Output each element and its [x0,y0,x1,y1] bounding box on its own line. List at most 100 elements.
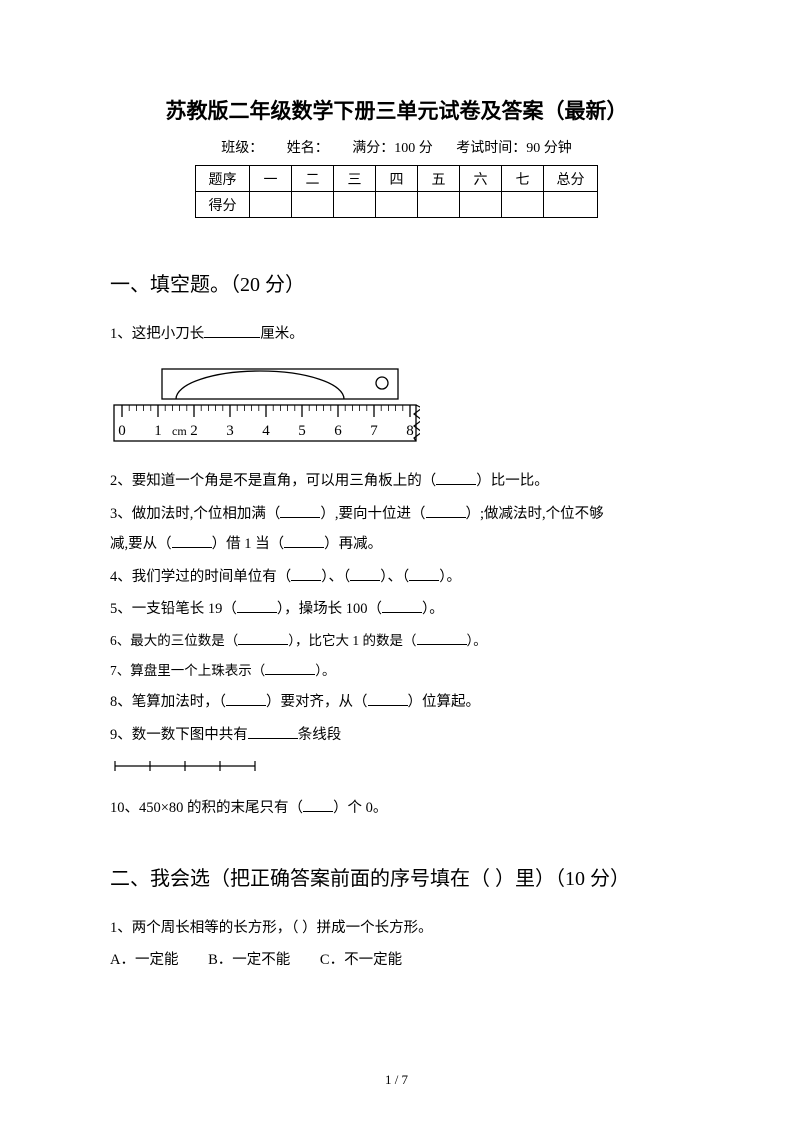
cell: 四 [376,166,418,192]
s2q1: 1、两个周长相等的长方形，（ ）拼成一个长方形。 [110,913,683,943]
text: 6、最大的三位数是（ [110,633,238,648]
name-label: 姓名： [287,137,329,157]
q2: 2、要知道一个角是不是直角，可以用三角板上的（ ）比一比。 [110,466,683,496]
cell [460,192,502,218]
score-table: 题序 一 二 三 四 五 六 七 总分 得分 [195,165,598,218]
section2-heading: 二、我会选（把正确答案前面的序号填在（ ）里）（10 分） [110,862,683,891]
option-a: A．一定能 [110,945,178,975]
text: ）、（ [321,569,350,585]
text: 条线段 [298,727,342,743]
blank [426,503,466,518]
text: 9、数一数下图中共有 [110,727,248,743]
q8: 8、笔算加法时，（ ）要对齐，从（ ）位算起。 [110,687,683,717]
blank [284,534,324,549]
q1-unit: 厘米。 [260,326,304,342]
meta-row: 班级： 姓名： 满分：100 分 考试时间：90 分钟 [110,137,683,157]
text: ）。 [467,633,487,648]
text: ）、（ [380,569,409,585]
option-c: C．不一定能 [320,945,402,975]
ruler-icon: 01cm2345678 [110,357,420,447]
q1-text: 1、这把小刀长 [110,326,204,342]
cell: 一 [250,166,292,192]
blank [204,324,260,339]
text: ）。 [315,663,335,678]
svg-text:5: 5 [298,423,306,439]
text: ），操场长 100（ [277,601,382,617]
text: ）位算起。 [408,694,481,710]
cell: 总分 [544,166,598,192]
cell [502,192,544,218]
text: ）。 [439,569,461,585]
ruler-figure: 01cm2345678 [110,357,683,452]
svg-text:8: 8 [406,423,414,439]
text: ）要对齐，从（ [266,694,368,710]
q4: 4、我们学过的时间单位有（ ）、（ ）、（ ）。 [110,562,683,592]
svg-text:cm: cm [172,424,187,438]
section1-heading: 一、填空题。（20 分） [110,268,683,297]
text: ）再减。 [324,536,382,552]
blank [382,599,422,614]
svg-text:3: 3 [226,423,234,439]
cell: 三 [334,166,376,192]
blank [248,724,298,739]
blank [291,566,321,581]
text: ）,要向十位进（ [320,506,425,522]
text: ）。 [422,601,444,617]
text: ）借 1 当（ [212,536,285,552]
blank [409,566,439,581]
duration: 考试时间：90 分钟 [456,137,572,157]
q7: 7、算盘里一个上珠表示（ ）。 [110,657,683,685]
blank [303,798,333,813]
blank [417,631,467,645]
text: 5、一支铅笔长 19（ [110,601,237,617]
cell [418,192,460,218]
blank [280,503,320,518]
cell: 五 [418,166,460,192]
svg-text:0: 0 [118,423,126,439]
text: 10、450×80 的积的末尾只有（ [110,800,303,816]
text: 4、我们学过的时间单位有（ [110,569,291,585]
full-score: 满分：100 分 [352,137,433,157]
cell [292,192,334,218]
page-footer: 1 / 7 [0,1072,793,1088]
cell: 得分 [196,192,250,218]
text: 7、算盘里一个上珠表示（ [110,663,265,678]
svg-text:4: 4 [262,423,270,439]
text: 2、要知道一个角是不是直角，可以用三角板上的（ [110,473,436,489]
cell: 二 [292,166,334,192]
table-row: 得分 [196,192,598,218]
q9: 9、数一数下图中共有 条线段 [110,720,683,750]
cell [376,192,418,218]
svg-text:1: 1 [154,423,162,439]
text: ）比一比。 [476,473,549,489]
blank [265,661,315,675]
cell: 六 [460,166,502,192]
cell [334,192,376,218]
table-row: 题序 一 二 三 四 五 六 七 总分 [196,166,598,192]
blank [238,631,288,645]
blank [436,471,476,486]
svg-text:2: 2 [190,423,198,439]
text: 3、做加法时,个位相加满（ [110,506,280,522]
text: ），比它大 1 的数是（ [288,633,416,648]
text: ）个 0。 [333,800,387,816]
svg-text:6: 6 [334,423,342,439]
blank [226,692,266,707]
cell [250,192,292,218]
option-b: B．一定不能 [208,945,290,975]
blank [172,534,212,549]
s2q1-options: A．一定能 B．一定不能 C．不一定能 [110,945,683,975]
blank [350,566,380,581]
segment-icon [110,756,260,776]
q6: 6、最大的三位数是（ ），比它大 1 的数是（ ）。 [110,627,683,655]
q3: 3、做加法时,个位相加满（ ）,要向十位进（ ）;做减法时,个位不够 减,要从（ ）借… [110,499,683,560]
text: ）;做减法时,个位不够 [466,506,604,522]
blank [237,599,277,614]
class-label: 班级： [221,137,263,157]
blank [368,692,408,707]
cell [544,192,598,218]
q10: 10、450×80 的积的末尾只有（ ）个 0。 [110,793,683,823]
text: 减,要从（ [110,536,172,552]
q1: 1、这把小刀长 厘米。 [110,319,683,349]
text: 8、笔算加法时，（ [110,694,226,710]
